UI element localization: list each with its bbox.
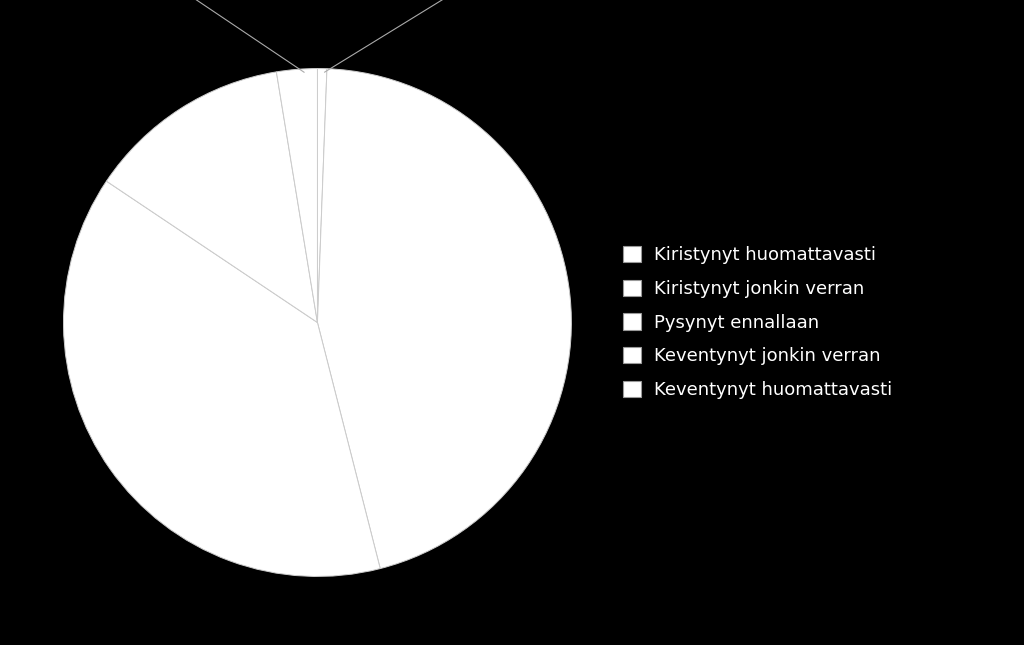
Wedge shape <box>317 69 571 569</box>
Wedge shape <box>317 68 327 322</box>
Legend: Kiristynyt huomattavasti, Kiristynyt jonkin verran, Pysynyt ennallaan, Keventyny: Kiristynyt huomattavasti, Kiristynyt jon… <box>624 246 892 399</box>
Wedge shape <box>63 181 380 577</box>
Text: 0,6 %: 0,6 % <box>325 0 518 72</box>
Wedge shape <box>276 68 317 322</box>
Text: 2,6 %: 2,6 % <box>125 0 304 72</box>
Wedge shape <box>106 72 317 322</box>
